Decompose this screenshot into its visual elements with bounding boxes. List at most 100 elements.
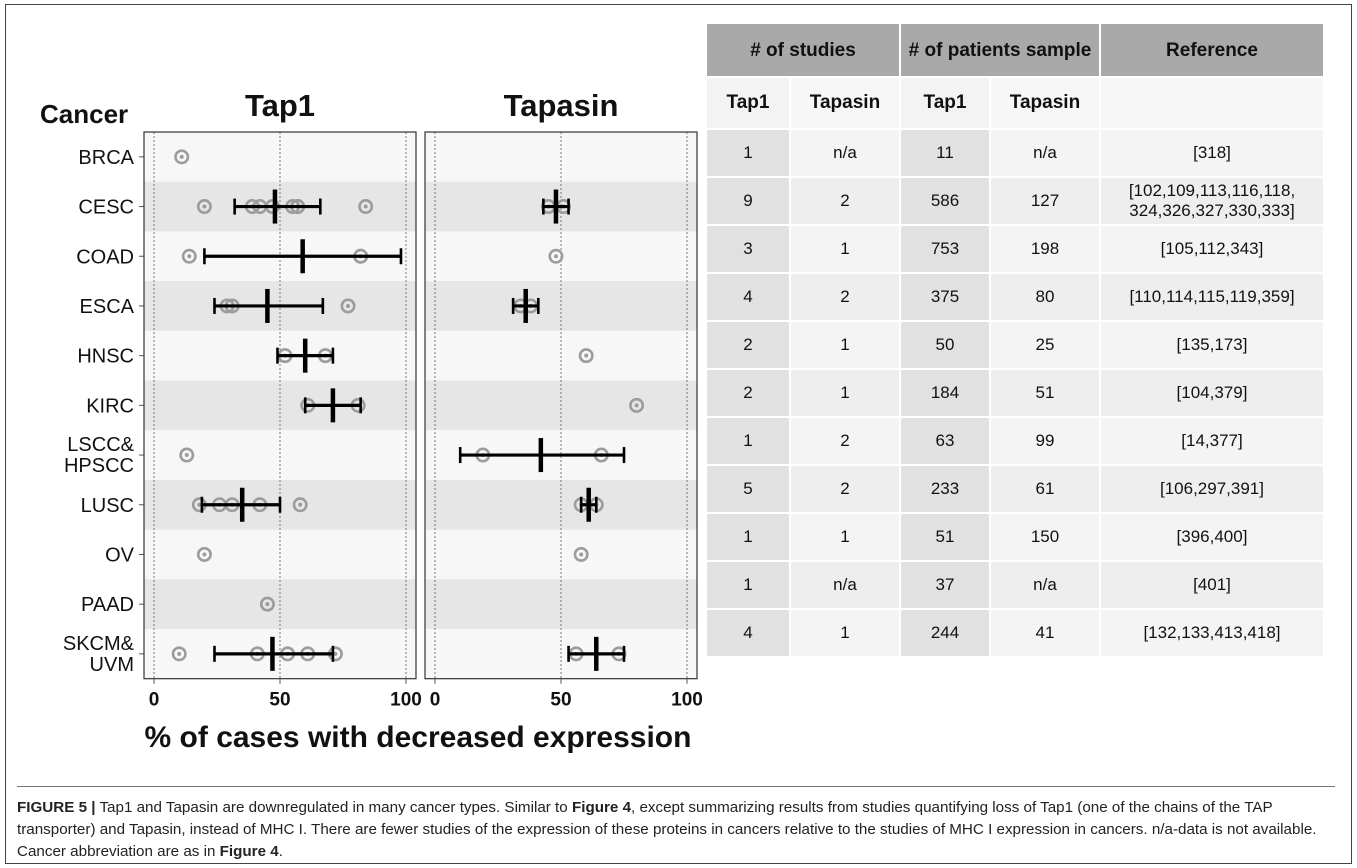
- x-tick-label: 100: [390, 690, 422, 711]
- x-tick-label: 0: [149, 690, 160, 711]
- category-label-line: LSCC&: [67, 434, 134, 456]
- category-label: COAD: [76, 246, 134, 268]
- cell-studies-tap1: 1: [705, 512, 791, 562]
- cell-patients-tapasin: 99: [989, 416, 1101, 466]
- cell-reference: [135,173]: [1099, 320, 1325, 370]
- data-point-center: [634, 403, 639, 408]
- table-row: 4 2 375 80 [110,114,115,119,359]: [705, 272, 1325, 322]
- data-point-center: [187, 254, 192, 259]
- cell-reference: [104,379]: [1099, 368, 1325, 418]
- cell-studies-tapasin: n/a: [789, 128, 901, 178]
- data-point: [573, 546, 589, 562]
- subheader-reference: [1099, 76, 1325, 130]
- caption-text-1: Tap1 and Tapasin are downregulated in ma…: [95, 799, 572, 816]
- table-row: 2 1 184 51 [104,379]: [705, 368, 1325, 418]
- data-point: [629, 397, 645, 413]
- cell-patients-tapasin: 25: [989, 320, 1101, 370]
- cell-patients-tap1: 11: [899, 128, 991, 178]
- cell-reference: [318]: [1099, 128, 1325, 178]
- cell-patients-tap1: 233: [899, 464, 991, 514]
- cell-reference: [401]: [1099, 560, 1325, 610]
- header-reference: Reference: [1099, 22, 1325, 78]
- data-point: [181, 248, 197, 264]
- cell-patients-tapasin: 80: [989, 272, 1101, 322]
- table-row: 1 n/a 37 n/a [401]: [705, 560, 1325, 610]
- caption-label: FIGURE 5 |: [17, 799, 96, 816]
- category-label: KIRC: [86, 395, 134, 417]
- cell-patients-tapasin: 198: [989, 224, 1101, 274]
- x-tick-label: 50: [269, 690, 290, 711]
- x-axis-label: % of cases with decreased expression: [145, 721, 692, 754]
- cell-patients-tap1: 37: [899, 560, 991, 610]
- data-point-center: [363, 204, 368, 209]
- cell-patients-tap1: 51: [899, 512, 991, 562]
- table-row: 1 n/a 11 n/a [318]: [705, 128, 1325, 178]
- table-row: 1 1 51 150 [396,400]: [705, 512, 1325, 562]
- cell-reference: [105,112,343]: [1099, 224, 1325, 274]
- data-point-center: [202, 552, 207, 557]
- dot-plot: Cancer BRCA CESC COAD ESCA HNSC KIRC LSCC& HPSCC…: [40, 88, 703, 754]
- cell-patients-tap1: 586: [899, 176, 991, 226]
- data-point: [578, 348, 594, 364]
- data-point: [174, 149, 190, 165]
- cell-reference: [396,400]: [1099, 512, 1325, 562]
- cell-patients-tapasin: n/a: [989, 560, 1101, 610]
- data-point: [171, 646, 187, 662]
- cell-patients-tapasin: 41: [989, 608, 1101, 658]
- category-label: ESCA: [80, 296, 135, 318]
- cell-reference: [106,297,391]: [1099, 464, 1325, 514]
- cell-studies-tap1: 3: [705, 224, 791, 274]
- figure-frame: [5, 4, 1352, 864]
- table-row: 4 1 244 41 [132,133,413,418]: [705, 608, 1325, 658]
- category-label: OV: [105, 544, 135, 566]
- caption-figure-ref-2: Figure 4: [219, 843, 279, 860]
- data-point: [196, 199, 212, 215]
- cell-patients-tap1: 50: [899, 320, 991, 370]
- data-point-center: [177, 651, 182, 656]
- caption-text-2: , except summarizing results from studie…: [17, 799, 1317, 860]
- table-row: 1 2 63 99 [14,377]: [705, 416, 1325, 466]
- category-label: BRCA: [78, 147, 134, 169]
- cell-studies-tapasin: 2: [789, 416, 901, 466]
- cell-studies-tapasin: 1: [789, 320, 901, 370]
- caption-text-3: .: [278, 843, 283, 860]
- data-point: [196, 546, 212, 562]
- cell-studies-tap1: 2: [705, 368, 791, 418]
- data-point-center: [197, 502, 202, 507]
- category-label-line: SKCM&: [63, 633, 135, 655]
- cell-patients-tapasin: 150: [989, 512, 1101, 562]
- data-point-center: [179, 154, 184, 159]
- data-point-center: [346, 303, 351, 308]
- cell-reference: [14,377]: [1099, 416, 1325, 466]
- cell-patients-tapasin: 127: [989, 176, 1101, 226]
- cell-studies-tap1: 2: [705, 320, 791, 370]
- cell-studies-tapasin: 2: [789, 464, 901, 514]
- study-table: # of studies # of patients sample Refere…: [705, 22, 1325, 658]
- x-tick-label: 100: [671, 690, 703, 711]
- subheader-studies-tap1: Tap1: [705, 76, 791, 130]
- data-point: [358, 199, 374, 215]
- cell-patients-tap1: 375: [899, 272, 991, 322]
- data-point-center: [584, 353, 589, 358]
- cell-patients-tapasin: n/a: [989, 128, 1101, 178]
- cell-reference: [132,133,413,418]: [1099, 608, 1325, 658]
- figure-caption: FIGURE 5 | Tap1 and Tapasin are downregu…: [17, 786, 1335, 863]
- cell-studies-tap1: 1: [705, 560, 791, 610]
- data-point-center: [202, 204, 207, 209]
- header-patients: # of patients sample: [899, 22, 1101, 78]
- category-label: SKCM& UVM: [63, 633, 135, 676]
- cell-reference: [102,109,113,116,118, 324,326,327,330,33…: [1099, 176, 1325, 226]
- category-label: LUSC: [81, 495, 134, 517]
- data-point-center: [184, 453, 189, 458]
- category-label: CESC: [78, 197, 134, 219]
- cell-studies-tap1: 1: [705, 128, 791, 178]
- cell-studies-tapasin: 2: [789, 176, 901, 226]
- data-point-center: [553, 254, 558, 259]
- category-label: HNSC: [77, 346, 134, 368]
- data-point: [259, 596, 275, 612]
- data-point: [179, 447, 195, 463]
- cell-patients-tapasin: 61: [989, 464, 1101, 514]
- cell-patients-tapasin: 51: [989, 368, 1101, 418]
- panel-title: Tapasin: [504, 88, 619, 123]
- data-point-center: [333, 651, 338, 656]
